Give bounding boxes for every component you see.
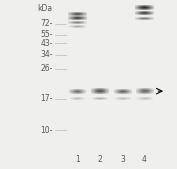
Text: 2: 2 — [98, 155, 102, 164]
Text: 72-: 72- — [40, 19, 53, 28]
Text: 3: 3 — [120, 155, 125, 164]
Text: 4: 4 — [142, 155, 147, 164]
Text: 34-: 34- — [40, 50, 53, 59]
Text: kDa: kDa — [38, 4, 53, 13]
Text: 10-: 10- — [40, 126, 53, 135]
Text: 1: 1 — [75, 155, 79, 164]
Text: 55-: 55- — [40, 30, 53, 39]
Text: 43-: 43- — [40, 39, 53, 48]
Text: 17-: 17- — [40, 94, 53, 103]
Text: 26-: 26- — [40, 64, 53, 73]
